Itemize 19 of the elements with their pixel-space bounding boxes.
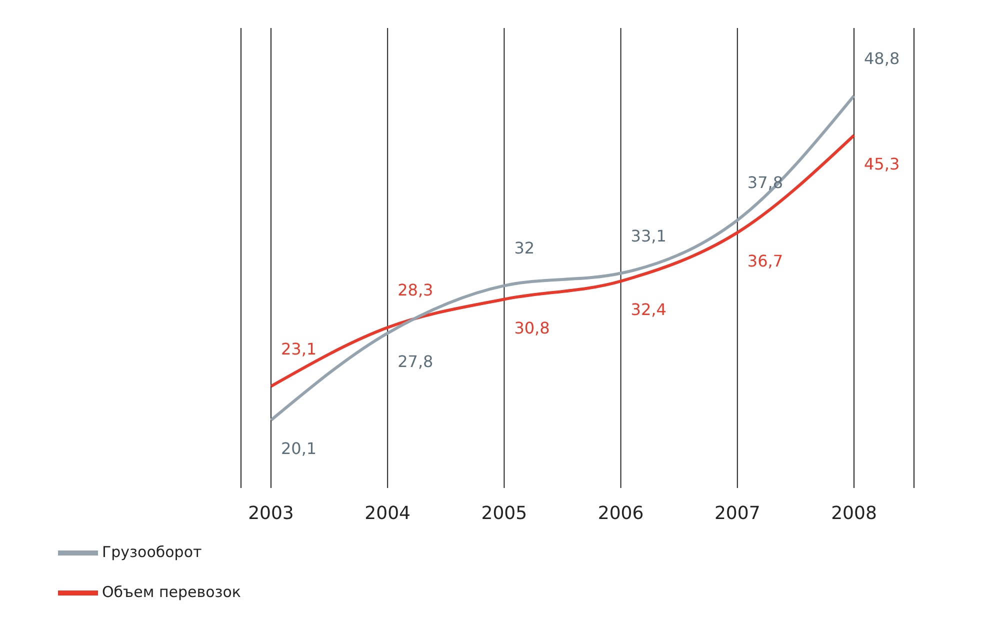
data-label: 48,8 xyxy=(864,48,900,68)
legend-label: Грузооборот xyxy=(102,543,202,562)
data-label: 45,3 xyxy=(864,154,900,174)
data-label: 28,3 xyxy=(398,280,434,300)
data-label: 36,7 xyxy=(747,252,784,271)
data-label: 32 xyxy=(514,238,535,258)
x-tick-label: 2003 xyxy=(248,502,294,524)
data-label: 27,8 xyxy=(398,352,434,372)
data-label: 33,1 xyxy=(630,226,666,246)
legend-label: Объем перевозок xyxy=(102,583,241,602)
x-tick-label: 2006 xyxy=(598,502,644,524)
data-label: 32,4 xyxy=(630,300,666,320)
x-tick-label: 2008 xyxy=(831,502,877,524)
x-tick-label: 2004 xyxy=(364,502,410,524)
x-tick-label: 2005 xyxy=(481,502,528,524)
data-label: 20,1 xyxy=(280,439,317,458)
x-tick-label: 2007 xyxy=(714,502,760,524)
data-label: 30,8 xyxy=(514,318,550,338)
data-label: 23,1 xyxy=(280,339,317,358)
